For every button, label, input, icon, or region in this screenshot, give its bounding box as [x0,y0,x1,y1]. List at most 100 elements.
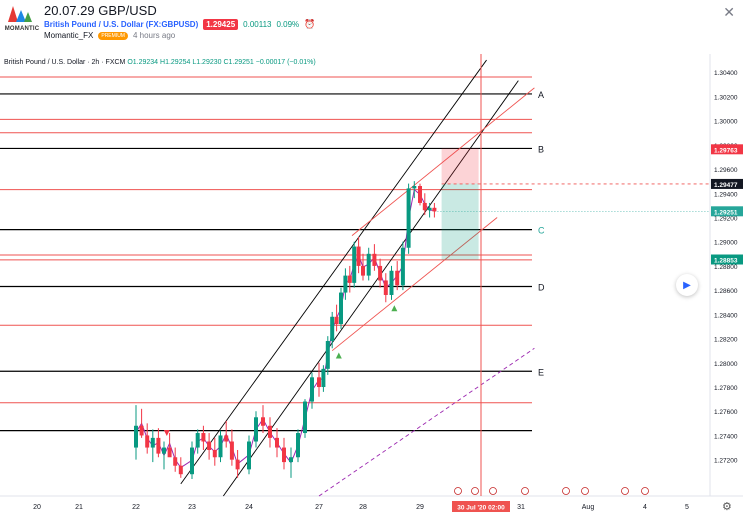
signal-marker [163,430,170,437]
candle-body[interactable] [145,435,150,448]
signal-marker [335,352,342,359]
candle-body[interactable] [330,316,335,341]
candle-body[interactable] [352,246,357,283]
candle-body[interactable] [296,433,300,458]
candle-body[interactable] [372,253,377,266]
candle-body[interactable] [167,447,172,458]
symbol-link[interactable]: British Pound / U.S. Dollar (FX:GBPUSD) [44,20,199,29]
candlestick-chart[interactable]: ABCDE1.304001.302001.300001.298001.29600… [0,54,743,514]
time-tick-label: 20 [33,504,41,511]
candle-body[interactable] [156,437,161,454]
price-label-box [711,254,743,265]
candle-body[interactable] [303,401,307,434]
price-label-text: 1.29763 [714,147,738,154]
price-scale[interactable] [710,54,743,514]
economic-event-flag-icon[interactable] [641,487,649,495]
candle-body[interactable] [201,433,206,442]
economic-event-flag-icon[interactable] [489,487,497,495]
economic-event-flag-icon[interactable] [454,487,462,495]
candle-body[interactable] [190,447,194,475]
candle-body[interactable] [212,449,217,458]
economic-event-flag-icon[interactable] [621,487,629,495]
time-highlight-text: 30 Jul '20 02:00 [457,505,505,512]
candle-body[interactable] [195,433,200,448]
candle-body[interactable] [178,465,183,475]
gear-icon[interactable]: ⚙ [722,501,732,513]
price-tick-label: 1.27400 [714,433,738,440]
close-icon[interactable]: ✕ [723,4,735,20]
price-tick-label: 1.28200 [714,337,738,344]
economic-event-flag-icon[interactable] [581,487,589,495]
purple-dashed-trend[interactable] [318,347,535,497]
price-label-text: 1.28853 [714,257,738,264]
candle-body[interactable] [321,368,326,388]
candle-body[interactable] [134,425,138,448]
idea-header: MOMANTIC 20.07.29 GBP/USD British Pound … [0,0,743,46]
candle-body[interactable] [317,377,321,388]
candle-body[interactable] [356,246,361,266]
price-tick-label: 1.28000 [714,361,738,368]
candle-body[interactable] [235,459,240,470]
candle-body[interactable] [383,280,388,295]
channel-red-lower[interactable] [331,217,498,352]
candle-body[interactable] [289,457,293,463]
price-tick-label: 1.28800 [714,264,738,271]
candle-body[interactable] [229,441,234,460]
candle-body[interactable] [418,185,422,203]
chart-area[interactable]: British Pound / U.S. Dollar · 2h · FXCM … [0,54,743,514]
candle-body[interactable] [389,270,394,295]
candle-body[interactable] [334,316,339,325]
candle-body[interactable] [339,292,343,325]
economic-event-flag-icon[interactable] [521,487,529,495]
price-label-box [711,178,743,189]
wave-line[interactable] [135,188,435,469]
candle-body[interactable] [268,425,272,438]
candle-body[interactable] [247,441,251,470]
candle-body[interactable] [310,377,314,402]
candle-body[interactable] [395,270,400,286]
channel-red-upper[interactable] [351,87,535,236]
author-row: Momantic_FX PREMIUM 4 hours ago [44,31,175,40]
candle-body[interactable] [361,265,365,276]
play-icon[interactable]: ▶ [676,274,698,296]
candle-body[interactable] [406,188,411,248]
candle-body[interactable] [347,275,352,283]
short-target-zone[interactable] [441,183,479,260]
economic-event-flag-icon[interactable] [471,487,479,495]
candle-body[interactable] [422,202,427,211]
candle-body[interactable] [432,207,437,212]
candle-body[interactable] [224,435,229,442]
candle-body[interactable] [427,207,432,211]
candle-body[interactable] [218,435,223,458]
candle-body[interactable] [139,425,144,436]
candle-body[interactable] [162,447,166,454]
symbol-row: British Pound / U.S. Dollar (FX:GBPUSD) … [44,19,315,30]
candle-body[interactable] [282,447,286,463]
channel-upper-line[interactable] [180,59,487,485]
economic-event-flag-icon[interactable] [562,487,570,495]
channel-lower-line[interactable] [222,80,519,497]
price-label-box [711,144,743,155]
candle-body[interactable] [254,417,258,442]
time-tick-label: 23 [188,504,196,511]
legend-symbol: British Pound / U.S. Dollar · 2h · FXCM [4,59,126,66]
candle-body[interactable] [275,437,279,448]
candle-body[interactable] [343,275,348,293]
candle-body[interactable] [325,340,330,369]
candle-body[interactable] [261,417,265,426]
candle-body[interactable] [150,437,155,448]
candle-body[interactable] [378,265,383,281]
author-name[interactable]: Momantic_FX [44,31,94,40]
premium-badge: PREMIUM [98,31,128,40]
level-label: A [538,90,544,100]
candle-body[interactable] [207,441,212,450]
author-logo[interactable]: MOMANTIC [2,2,39,38]
candle-body[interactable] [400,247,405,286]
price-label-box [711,206,743,217]
short-risk-zone[interactable] [441,148,479,184]
candle-body[interactable] [173,457,178,466]
candle-body[interactable] [366,253,371,276]
candle-body[interactable] [412,185,417,189]
alarm-clock-icon[interactable]: ⏰ [304,19,316,29]
chart-legend: British Pound / U.S. Dollar · 2h · FXCM … [4,59,316,66]
